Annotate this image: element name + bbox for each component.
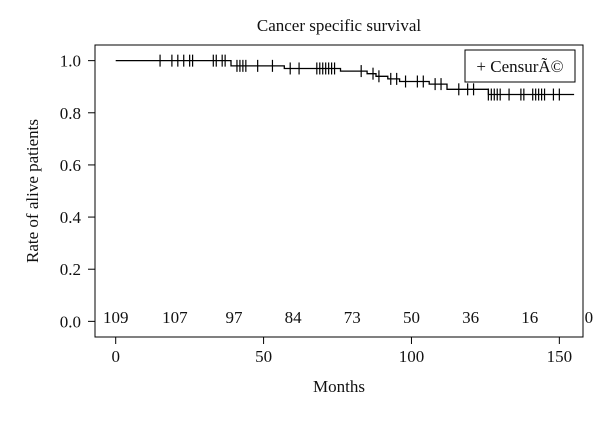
legend: + CensurÃ© — [464, 49, 576, 83]
legend-label: + CensurÃ© — [476, 57, 563, 76]
legend-box — [464, 49, 576, 83]
x-tick-label: 100 — [399, 347, 425, 366]
y-tick-label: 1.0 — [60, 52, 81, 71]
y-tick-label: 0.0 — [60, 312, 81, 331]
y-axis: 0.0 0.2 0.4 0.6 0.8 1.0 — [60, 52, 95, 331]
y-tick-label: 0.4 — [60, 208, 82, 227]
plot-area — [115, 54, 575, 101]
y-tick-label: 0.2 — [60, 260, 81, 279]
number-at-risk-row: 109 107 97 84 73 50 36 16 0 — [103, 308, 593, 327]
risk-count-label: 50 — [403, 308, 420, 327]
survival-curve — [115, 59, 575, 96]
risk-count-label: 97 — [226, 308, 244, 327]
risk-count-label: 16 — [521, 308, 538, 327]
y-axis-label: Rate of alive patients — [23, 119, 42, 263]
y-tick-label: 0.8 — [60, 104, 81, 123]
risk-count-label: 36 — [462, 308, 479, 327]
risk-count-label: 107 — [162, 308, 188, 327]
risk-count-label: 73 — [344, 308, 361, 327]
plot-frame — [94, 44, 584, 338]
risk-count-label: 109 — [103, 308, 129, 327]
x-axis-label: Months — [313, 377, 365, 396]
y-tick-label: 0.6 — [60, 156, 81, 175]
x-tick-label: 50 — [255, 347, 272, 366]
x-tick-label: 150 — [547, 347, 573, 366]
risk-count-label: 84 — [285, 308, 303, 327]
x-axis: 0 50 100 150 — [111, 337, 572, 366]
chart-title: Cancer specific survival — [257, 16, 422, 35]
risk-count-label: 0 — [585, 308, 594, 327]
x-tick-label: 0 — [111, 347, 120, 366]
